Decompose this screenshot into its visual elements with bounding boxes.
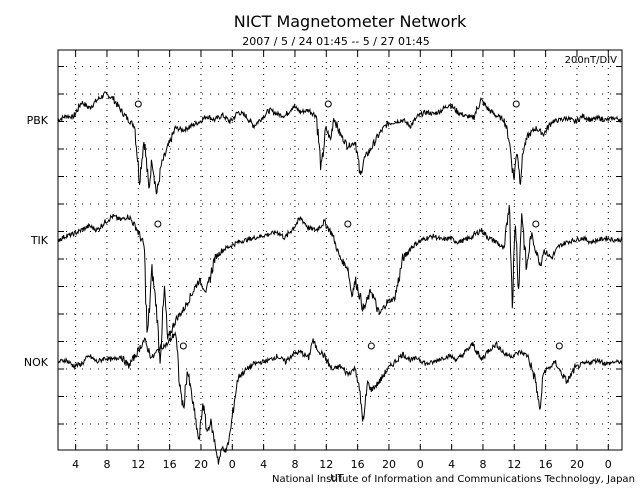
station-label-pbk: PBK: [27, 114, 49, 127]
marker-pbk: [324, 100, 332, 108]
x-tick-labels: 4 8 12 16 20 0 4 8 12 16 20 0 4 8 12 16 20 0: [72, 458, 612, 471]
marker-tik: [154, 220, 162, 228]
footer-credit: National Institute of Information and Co…: [272, 474, 635, 485]
marker-pbk: [512, 100, 520, 108]
x-tick-label: 4: [260, 458, 267, 471]
chart-title: NICT Magnetometer Network: [234, 12, 467, 31]
x-tick-label: 8: [291, 458, 298, 471]
axis-ticks: [58, 50, 622, 450]
x-tick-label: 8: [103, 458, 110, 471]
x-tick-label: 16: [163, 458, 177, 471]
x-tick-label: 20: [570, 458, 584, 471]
x-tick-label: 0: [229, 458, 236, 471]
plot-frame: [57, 49, 623, 451]
trace-pbk: [57, 90, 623, 195]
marker-pbk: [134, 100, 142, 108]
x-tick-label: 16: [351, 458, 365, 471]
marker-tik: [532, 220, 540, 228]
marker-tik: [344, 220, 352, 228]
trace-nok: [57, 330, 623, 465]
series-traces: [57, 90, 623, 465]
x-tick-label: 20: [382, 458, 396, 471]
chart-subtitle: 2007 / 5 / 24 01:45 -- 5 / 27 01:45: [242, 35, 429, 48]
footer-ut-mark: UT: [330, 473, 344, 484]
x-tick-label: 0: [417, 458, 424, 471]
x-tick-label: 20: [194, 458, 208, 471]
x-tick-label: 4: [448, 458, 455, 471]
x-tick-label: 4: [72, 458, 79, 471]
trace-tik: [57, 205, 623, 364]
scale-label: 200nT/DIV: [565, 55, 618, 66]
x-tick-label: 16: [539, 458, 553, 471]
event-markers: [134, 100, 563, 350]
marker-nok: [555, 342, 563, 350]
x-tick-label: 12: [319, 458, 333, 471]
x-tick-label: 12: [131, 458, 145, 471]
plot-grid: [58, 50, 622, 450]
x-tick-label: 0: [605, 458, 612, 471]
station-labels: PBK TIK NOK: [24, 114, 49, 369]
x-tick-label: 12: [507, 458, 521, 471]
station-label-nok: NOK: [24, 356, 49, 369]
marker-nok: [179, 342, 187, 350]
station-label-tik: TIK: [30, 234, 49, 247]
x-tick-label: 8: [479, 458, 486, 471]
marker-nok: [367, 342, 375, 350]
